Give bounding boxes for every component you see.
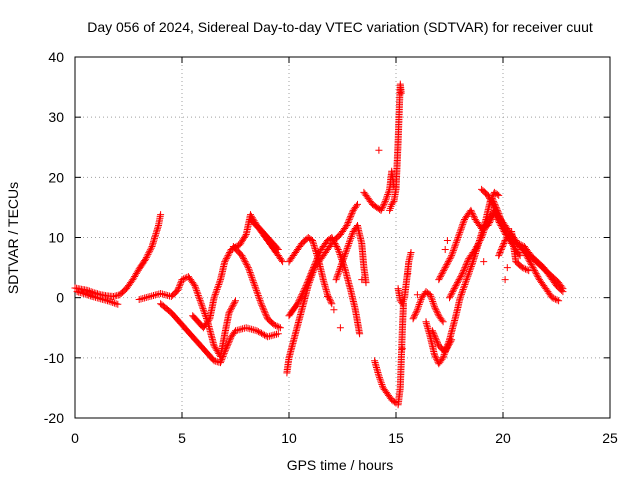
series-track-12 bbox=[360, 167, 398, 214]
series-track-13 bbox=[371, 300, 407, 409]
y-tick-label: 10 bbox=[48, 230, 64, 246]
marker-trace bbox=[394, 249, 415, 308]
x-tick-label: 0 bbox=[71, 430, 79, 446]
tick-layer: 0 5 10 15 20 25 -20 -10 0 10 20 30 40 bbox=[44, 49, 618, 446]
x-tick-label: 15 bbox=[388, 430, 404, 446]
marker-trace bbox=[135, 273, 239, 361]
data-point bbox=[443, 237, 451, 244]
series-track-10 bbox=[285, 234, 364, 338]
series-track-14 bbox=[386, 80, 405, 214]
y-tick-label: 0 bbox=[56, 290, 64, 306]
series-track-3 bbox=[135, 273, 239, 361]
marker-trace bbox=[247, 216, 287, 266]
marker-trace bbox=[332, 222, 370, 287]
x-tick-label: 5 bbox=[178, 430, 186, 446]
series-track-6 bbox=[229, 243, 284, 332]
marker-trace bbox=[371, 300, 407, 409]
marker-trace bbox=[285, 234, 364, 338]
series-track-11 bbox=[332, 222, 370, 287]
y-tick-label: -10 bbox=[44, 350, 64, 366]
x-tick-label: 10 bbox=[281, 430, 297, 446]
data-point bbox=[480, 258, 488, 266]
marker-trace bbox=[229, 243, 284, 332]
data-point bbox=[330, 306, 338, 314]
data-point bbox=[324, 293, 331, 300]
series-track-18 bbox=[428, 327, 456, 356]
data-point bbox=[404, 270, 412, 278]
x-tick-label: 25 bbox=[602, 430, 618, 446]
data-point bbox=[398, 345, 406, 353]
marker-trace bbox=[428, 327, 456, 356]
data-point bbox=[336, 324, 344, 332]
points-layer bbox=[71, 80, 567, 409]
isolated-points bbox=[324, 146, 511, 353]
x-tick-label: 20 bbox=[495, 430, 511, 446]
data-point bbox=[413, 291, 421, 299]
series-track-15 bbox=[394, 249, 415, 308]
data-point bbox=[375, 146, 383, 154]
y-tick-label: 20 bbox=[48, 169, 64, 185]
marker-trace bbox=[409, 288, 447, 326]
marker-trace bbox=[360, 167, 398, 214]
series-track-23 bbox=[495, 228, 533, 275]
series-track-2 bbox=[73, 288, 122, 308]
series-track-1 bbox=[71, 211, 165, 300]
marker-trace bbox=[386, 80, 405, 214]
y-tick-label: 30 bbox=[48, 109, 64, 125]
x-axis-label: GPS time / hours bbox=[287, 457, 394, 473]
data-point bbox=[358, 276, 366, 284]
series-track-16 bbox=[409, 288, 447, 326]
series-track-4 bbox=[157, 300, 282, 367]
y-tick-label: -20 bbox=[44, 410, 64, 426]
y-tick-label: 40 bbox=[48, 49, 64, 65]
marker-trace bbox=[157, 300, 282, 367]
data-point bbox=[441, 246, 449, 253]
marker-trace bbox=[71, 211, 165, 300]
marker-trace bbox=[495, 228, 533, 275]
series-track-7 bbox=[247, 216, 287, 266]
data-point bbox=[501, 276, 509, 284]
chart-title: Day 056 of 2024, Sidereal Day-to-day VTE… bbox=[87, 19, 593, 35]
data-point bbox=[503, 264, 511, 272]
marker-trace bbox=[73, 288, 122, 308]
y-axis-label: SDTVAR / TECUs bbox=[5, 182, 21, 294]
